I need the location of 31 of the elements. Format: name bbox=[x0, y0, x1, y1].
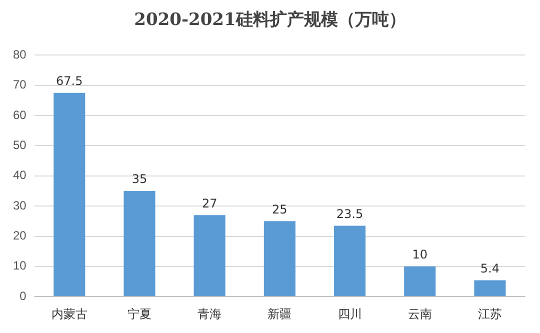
x-tick-label: 四川 bbox=[338, 307, 362, 322]
bar bbox=[124, 190, 156, 296]
data-label: 27 bbox=[202, 196, 218, 210]
bar bbox=[54, 92, 86, 296]
bar bbox=[264, 221, 296, 296]
chart-title: 2020-2021硅料扩产规模（万吨） bbox=[133, 9, 407, 32]
y-tick-label: 0 bbox=[20, 288, 27, 303]
y-tick-label: 30 bbox=[12, 198, 27, 212]
y-tick-label: 10 bbox=[12, 258, 27, 273]
y-tick-label: 70 bbox=[12, 78, 27, 92]
x-tick-label: 江苏 bbox=[478, 307, 502, 322]
data-label: 5.4 bbox=[480, 261, 500, 276]
data-label: 35 bbox=[132, 172, 148, 186]
x-tick-label: 宁夏 bbox=[127, 307, 152, 322]
data-label: 25 bbox=[272, 202, 288, 216]
data-label: 10 bbox=[412, 248, 428, 262]
x-tick-label: 云南 bbox=[408, 307, 432, 322]
x-tick-label: 内蒙古 bbox=[51, 307, 88, 322]
x-tick-label: 新疆 bbox=[268, 307, 292, 322]
bar bbox=[404, 266, 436, 296]
x-tick-label: 青海 bbox=[198, 307, 222, 322]
y-tick-label: 40 bbox=[12, 168, 27, 182]
y-tick-label: 80 bbox=[12, 48, 27, 62]
y-tick-label: 60 bbox=[12, 108, 27, 122]
data-label: 23.5 bbox=[336, 206, 364, 221]
data-label: 67.5 bbox=[56, 74, 83, 88]
bar bbox=[474, 280, 506, 296]
y-tick-label: 50 bbox=[12, 138, 27, 152]
y-tick-label: 20 bbox=[12, 228, 27, 243]
bar bbox=[194, 215, 226, 296]
bar bbox=[334, 226, 366, 296]
